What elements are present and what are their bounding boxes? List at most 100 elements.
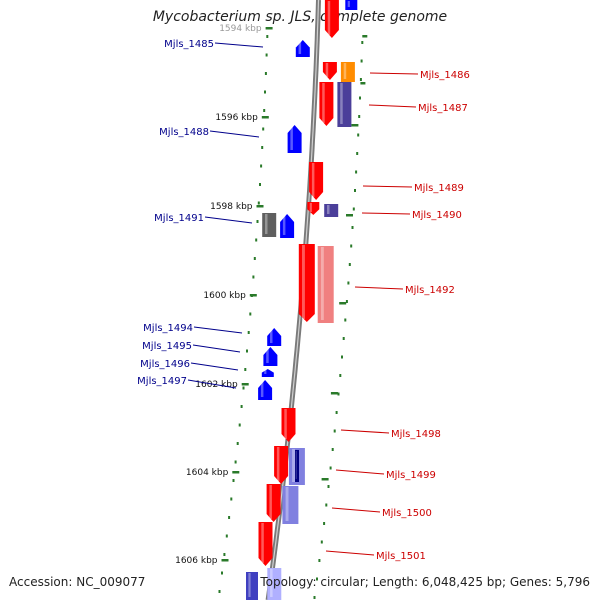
cds-mjls-1485-shine (298, 41, 302, 54)
ring-dot (247, 331, 250, 334)
cds-mjls-1500-shape (266, 484, 281, 522)
cds-mjls-1498-shape (281, 408, 296, 442)
feature-mjls-1500-lavender-shine (285, 487, 289, 521)
minor-tick (346, 214, 353, 217)
cds-top-partial (324, 0, 339, 38)
accession-text: Accession: NC_009077 (9, 575, 146, 589)
cds-mjls-1500 (266, 484, 281, 522)
leader-line (204, 216, 253, 224)
feature-mjls-1492-pink-shine (320, 247, 324, 320)
ring-dot (333, 429, 336, 433)
minor-tick (339, 302, 347, 305)
ring-dot (327, 485, 330, 488)
cds-mjls-1491-shine (282, 215, 286, 235)
feature-mjls-1486-orange-shine (343, 63, 347, 79)
feature-mjls-1500-lavender-shape (282, 486, 299, 524)
minor-tick (330, 392, 338, 395)
ring-dot (264, 90, 266, 94)
feature-mjls-1499-dark-shape (295, 450, 299, 482)
cds-mjls-1501-shape (258, 522, 273, 566)
leader-line (331, 507, 381, 513)
gene-label: Mjls_1492 (405, 285, 455, 296)
feature-mjls-1491-grey-shine (265, 214, 268, 234)
cds-mjls-1486 (322, 62, 337, 80)
cds-top-partial-shape (324, 0, 339, 38)
feature-mjls-1491-grey (262, 213, 277, 237)
cds-mjls-1495-shine (266, 348, 269, 363)
map-title: Mycobacterium sp. JLS, complete genome (152, 9, 448, 25)
feature-mjls-1490-purple-shape (324, 204, 339, 217)
ring-dot (256, 220, 259, 223)
feature-mjls-1499-lavender-shine (292, 449, 295, 482)
ring-dot (337, 392, 340, 396)
cds-mjls-1495 (263, 347, 278, 366)
cds-top-partial-shine (327, 1, 331, 35)
ring-dot (261, 146, 264, 149)
cds-mjls-1497 (258, 380, 273, 400)
cds-mjls-1489-shine (311, 163, 315, 197)
ring-dot (232, 479, 235, 482)
feature-mjls-1486-orange (340, 62, 355, 82)
ring-dot (329, 466, 332, 470)
feature-mjls-1487-purple (337, 82, 352, 127)
ring-dot (259, 183, 261, 186)
feature-mjls-1499-dark-shine (295, 451, 297, 479)
gene-label: Mjls_1486 (420, 70, 470, 81)
ruler-tick-label: 1604 kbp (186, 468, 229, 478)
cds-mjls-1489-shape (309, 162, 324, 200)
cds-mjls-1494-shine (270, 329, 273, 343)
cds-mjls-1496-shine (264, 370, 267, 374)
ring-dot (354, 189, 356, 192)
cds-top-blue-partial-shape (345, 0, 358, 10)
cds-mjls-1497-shine (260, 381, 264, 397)
gene-label: Mjls_1498 (391, 429, 441, 440)
feature-mjls-1491-grey-shape (262, 213, 277, 237)
feature-mjls-1492-pink (317, 246, 334, 323)
cds-mjls-1488-shine (290, 126, 293, 150)
gene-label: Mjls_1500 (382, 508, 432, 519)
cds-mjls-1494-shape (267, 328, 282, 346)
leader-line (354, 286, 404, 290)
minor-tick (362, 35, 368, 38)
gene-label: Mjls_1489 (414, 183, 464, 194)
feature-mjls-1490-purple-shine (327, 205, 330, 214)
cds-mjls-1490 (307, 202, 320, 215)
ruler-tick (221, 559, 229, 562)
gene-label: Mjls_1494 (143, 323, 193, 334)
cds-mjls-1491-shape (280, 214, 295, 238)
cds-mjls-1485-shape (295, 40, 310, 57)
feature-mjls-1500-lavender (282, 486, 299, 524)
cds-mjls-1491 (280, 214, 295, 238)
ring-dot (255, 238, 258, 242)
ring-dot (341, 355, 343, 359)
leader-line (192, 344, 241, 353)
minor-tick (351, 124, 359, 127)
cds-mjls-1495-shape (263, 347, 278, 366)
cds-mjls-1498-shine (284, 409, 287, 439)
ring-dot (260, 164, 263, 168)
ring-dot (344, 318, 347, 322)
ruler-tick-label: 1600 kbp (203, 291, 246, 301)
ruler-tick (241, 383, 249, 386)
ring-dot (358, 115, 361, 118)
ruler-tick (256, 205, 264, 208)
ruler-tick (265, 27, 273, 30)
ring-dot (347, 281, 350, 285)
cds-mjls-1487-shape (319, 82, 334, 126)
ring-dot (225, 534, 228, 538)
ruler-tick (249, 294, 257, 297)
ring-dot (360, 59, 363, 63)
feature-mjls-1487-purple-shape (337, 82, 352, 127)
ring-dot (345, 300, 348, 303)
gene-label: Mjls_1496 (140, 359, 190, 370)
leader-line (209, 130, 260, 138)
gene-label: Mjls_1497 (137, 376, 187, 387)
ring-dot (325, 503, 328, 507)
feature-mjls-1486-orange-shape (340, 62, 355, 82)
cds-top-blue-partial-shine (347, 1, 350, 7)
ring-dot (252, 275, 255, 279)
feature-mjls-1492-pink-shape (317, 246, 334, 323)
ruler-tick-label: 1596 kbp (215, 113, 258, 123)
feature-track (246, 0, 358, 600)
feature-bottom-lavender (267, 568, 282, 600)
